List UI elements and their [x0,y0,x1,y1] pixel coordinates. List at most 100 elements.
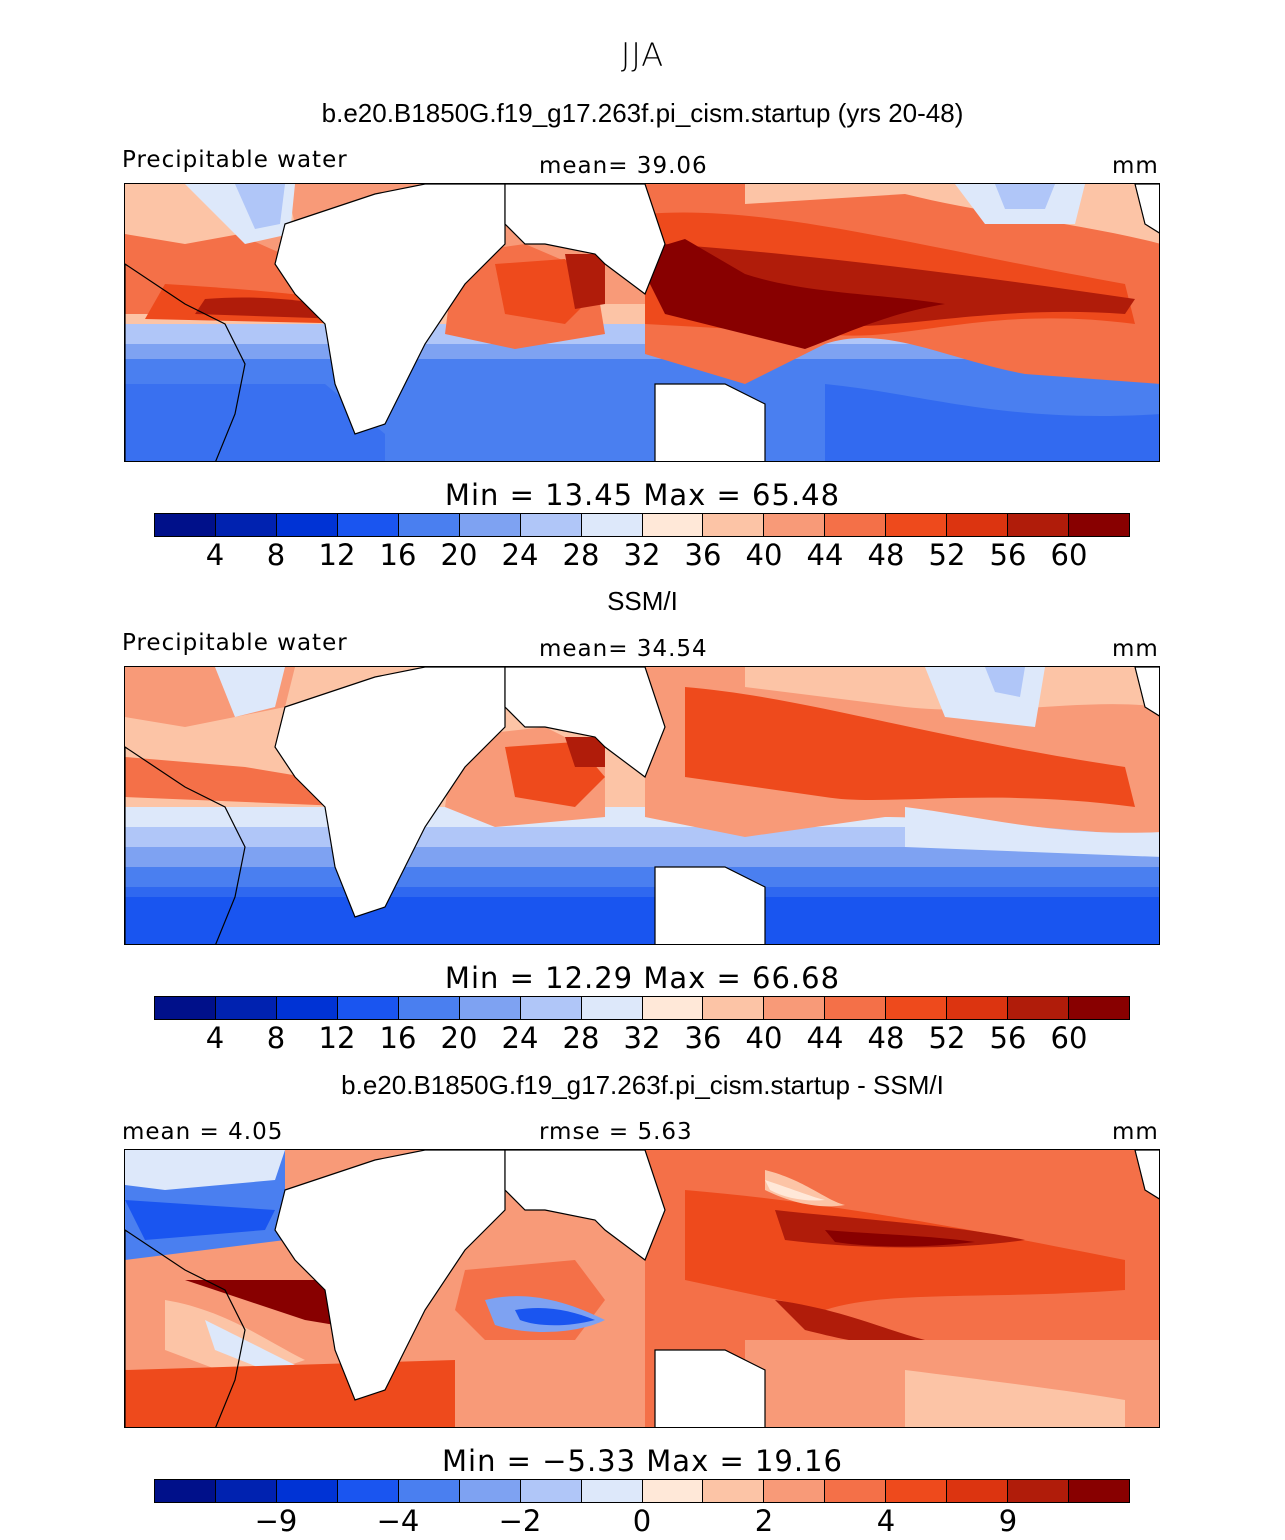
cbar-tick: 4 [205,538,225,572]
cbar-tick: 48 [867,1021,905,1055]
cbar-tick: 4 [876,1504,896,1538]
colorbar-swatch [764,514,826,536]
cbar-tick: 20 [440,1021,478,1055]
panel-2-left-label: Precipitable water [122,630,348,656]
cbar-tick: 16 [379,1021,417,1055]
colorbar-swatch [155,1480,216,1502]
panel-1-land [125,184,1159,461]
panel-3-land [125,1150,1159,1427]
colorbar-swatch [947,514,1009,536]
colorbar-swatch [886,997,948,1019]
colorbar-swatch [459,997,521,1019]
colorbar-swatch [276,514,338,536]
panel-3-mean-label: mean = 4.05 [122,1119,284,1145]
cbar-tick: 56 [989,1021,1027,1055]
colorbar-swatch [703,1480,765,1502]
cbar-tick: 16 [379,538,417,572]
colorbar-swatch [642,997,704,1019]
cbar-tick: 9 [998,1504,1018,1538]
panel-2-land [125,667,1159,944]
panel-3-title: b.e20.B1850G.f19_g17.263f.pi_cism.startu… [341,1070,944,1100]
cbar-tick: 52 [928,538,966,572]
cbar-tick: 44 [806,538,844,572]
cbar-tick: 60 [1050,538,1088,572]
cbar-tick: 24 [501,1021,539,1055]
cbar-tick: 56 [989,538,1027,572]
colorbar-swatch [1069,997,1129,1019]
cbar-tick: −4 [376,1504,420,1538]
colorbar-swatch [155,997,216,1019]
colorbar-swatch [459,514,521,536]
colorbar-swatch [215,997,277,1019]
cbar-tick: 60 [1050,1021,1088,1055]
colorbar-swatch [215,1480,277,1502]
figure-title: JJA [620,36,665,74]
colorbar-swatch [1008,997,1070,1019]
cbar-tick: 24 [501,538,539,572]
cbar-tick: −9 [254,1504,298,1538]
cbar-tick: −2 [498,1504,542,1538]
colorbar-swatch [520,997,582,1019]
panel-2-map [124,666,1160,945]
cbar-tick: 32 [623,538,661,572]
colorbar-swatch [642,514,704,536]
colorbar-swatch [947,997,1009,1019]
panel-2-colorbar [154,996,1130,1020]
cbar-tick: 8 [266,1021,286,1055]
colorbar-swatch [337,1480,399,1502]
colorbar-swatch [764,1480,826,1502]
colorbar-swatch [1008,1480,1070,1502]
colorbar-swatch [276,997,338,1019]
colorbar-swatch [337,514,399,536]
cbar-tick: 12 [318,538,356,572]
colorbar-swatch [459,1480,521,1502]
panel-1-minmax: Min = 13.45 Max = 65.48 [444,478,841,512]
colorbar-swatch [398,514,460,536]
cbar-tick: 40 [745,1021,783,1055]
colorbar-swatch [581,1480,643,1502]
panel-1-title: b.e20.B1850G.f19_g17.263f.pi_cism.startu… [321,98,964,128]
cbar-tick: 20 [440,538,478,572]
colorbar-swatch [886,514,948,536]
colorbar-swatch [703,997,765,1019]
cbar-tick: 40 [745,538,783,572]
cbar-tick: 28 [562,538,600,572]
colorbar-swatch [337,997,399,1019]
colorbar-swatch [155,514,216,536]
cbar-tick: 52 [928,1021,966,1055]
cbar-tick: 36 [684,538,722,572]
cbar-tick: 44 [806,1021,844,1055]
panel-1-units: mm [1112,153,1159,179]
panel-1-map [124,183,1160,462]
colorbar-swatch [520,514,582,536]
panel-2-minmax: Min = 12.29 Max = 66.68 [444,961,841,995]
colorbar-swatch [825,514,887,536]
cbar-tick: 0 [632,1504,652,1538]
cbar-tick: 8 [266,538,286,572]
cbar-tick: 4 [205,1021,225,1055]
cbar-tick: 36 [684,1021,722,1055]
panel-2-title: SSM/I [607,586,678,616]
colorbar-swatch [947,1480,1009,1502]
colorbar-swatch [703,514,765,536]
colorbar-swatch [215,514,277,536]
panel-3-rmse-label: rmse = 5.63 [539,1119,693,1145]
colorbar-swatch [825,997,887,1019]
colorbar-swatch [520,1480,582,1502]
cbar-tick: 12 [318,1021,356,1055]
cbar-tick: 48 [867,538,905,572]
panel-2-units: mm [1112,636,1159,662]
panel-3-units: mm [1112,1119,1159,1145]
cbar-tick: 28 [562,1021,600,1055]
panel-3-colorbar [154,1479,1130,1503]
colorbar-swatch [1008,514,1070,536]
colorbar-swatch [398,1480,460,1502]
colorbar-swatch [581,997,643,1019]
colorbar-swatch [276,1480,338,1502]
cbar-tick: 2 [754,1504,774,1538]
panel-3-minmax: Min = −5.33 Max = 19.16 [442,1444,843,1478]
colorbar-swatch [1069,514,1129,536]
colorbar-swatch [764,997,826,1019]
panel-1-colorbar [154,513,1130,537]
colorbar-swatch [825,1480,887,1502]
